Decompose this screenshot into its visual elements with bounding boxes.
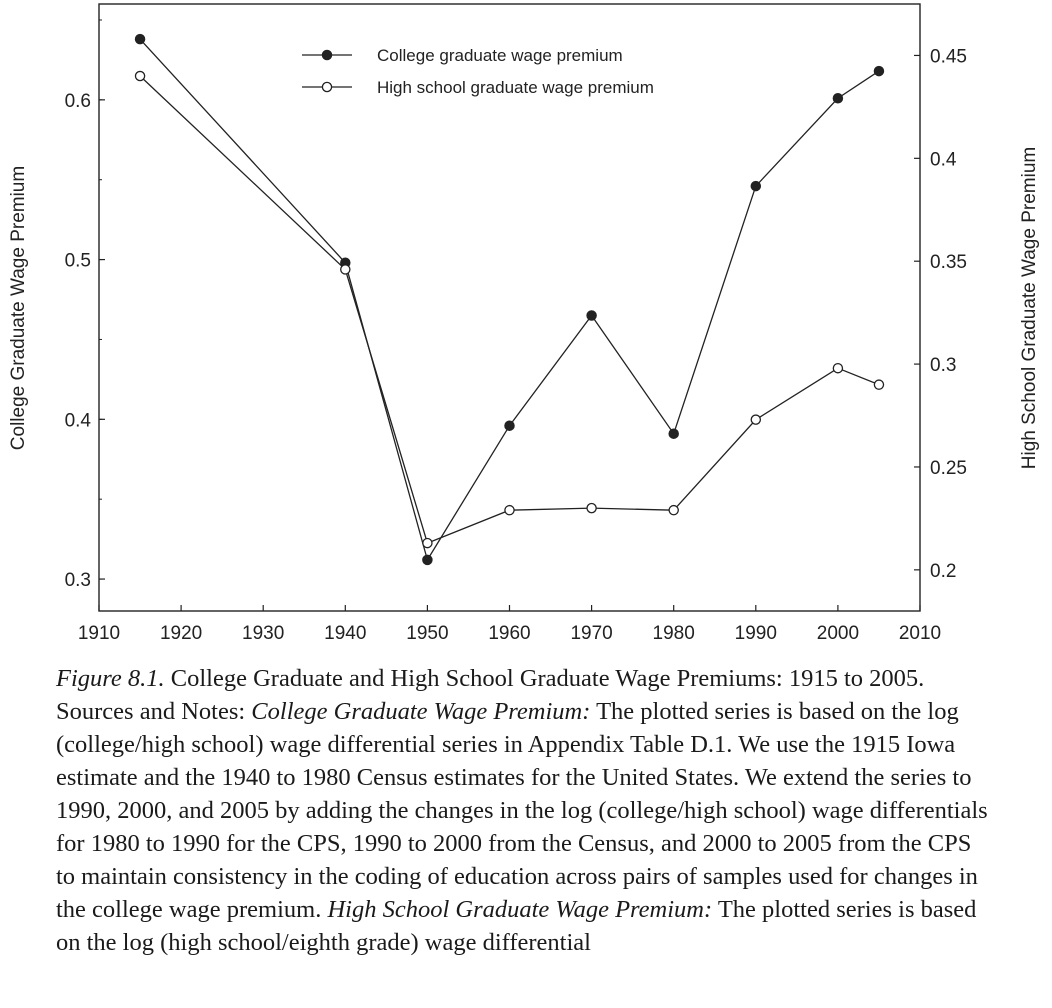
x-tick-label-1950: 1950: [406, 623, 448, 644]
legend-label-2: High school graduate wage premium: [377, 78, 654, 97]
series-1-point-1915: [134, 33, 146, 45]
series-1-point-1960: [504, 420, 515, 431]
y-tick-label-right-0.3: 0.3: [930, 355, 956, 376]
x-tick-label-1980: 1980: [653, 623, 695, 644]
series-1-point-2005: [873, 65, 885, 77]
x-tick-label-1940: 1940: [324, 623, 366, 644]
figure-caption: Figure 8.1. College Graduate and High Sc…: [56, 662, 996, 959]
x-tick-label-2000: 2000: [817, 623, 859, 644]
y-tick-label-left-0.3: 0.3: [65, 570, 91, 591]
series-2-point-1940: [340, 264, 351, 275]
caption-figure-label: Figure 8.1.: [56, 665, 165, 692]
x-tick-label-1970: 1970: [570, 623, 612, 644]
series-2-point-1970: [586, 502, 597, 514]
series-2-point-1960: [504, 504, 515, 516]
x-tick-label-1990: 1990: [735, 623, 777, 644]
legend-label-1: College graduate wage premium: [377, 46, 623, 65]
series-line-2: [139, 75, 880, 544]
wage-premium-chart: 1910 1920 1930 1940 1950 1960 1970 1980 1990 2000…: [8, 3, 1040, 644]
legend-marker-1: [321, 49, 333, 61]
legend-marker-2: [321, 81, 333, 93]
series-line-1: [139, 38, 880, 562]
series-2-point-1990: [750, 414, 762, 425]
x-tick-label-1930: 1930: [242, 623, 284, 644]
x-tick-label-1960: 1960: [488, 623, 530, 644]
x-tick-label-1910: 1910: [78, 623, 120, 644]
series-layer: [134, 33, 885, 566]
series-1-point-2000: [832, 92, 844, 104]
caption-section1-text: The plotted series is based on the log (…: [56, 698, 988, 923]
y-tick-label-right-0.25: 0.25: [930, 458, 967, 479]
caption-section2-text: The plotted series is based on the log (…: [56, 896, 977, 956]
x-tick-label-1920: 1920: [160, 623, 202, 644]
y-tick-label-left-0.6: 0.6: [65, 91, 91, 112]
y-tick-label-right-0.4: 0.4: [930, 149, 957, 170]
series-1-point-1990: [750, 180, 762, 192]
series-2-point-2005: [873, 379, 885, 390]
y-tick-label-right-0.35: 0.35: [930, 252, 967, 273]
y-tick-label-left-0.4: 0.4: [65, 410, 92, 431]
legend: College graduate wage premium High school…: [302, 46, 654, 97]
y-axis-title-left: College Graduate Wage Premium: [8, 166, 29, 450]
y-axis-title-right: High School Graduate Wage Premium: [1019, 147, 1040, 469]
series-1-point-1970: [586, 310, 597, 321]
series-2-point-2000: [832, 362, 844, 374]
x-tick-label-2010: 2010: [899, 623, 941, 644]
y-tick-label-right-0.45: 0.45: [930, 46, 967, 67]
y-tick-label-right-0.2: 0.2: [930, 561, 956, 582]
caption-section2-label: High School Graduate Wage Premium:: [327, 896, 713, 923]
caption-title-text: College Graduate and High School Graduat…: [56, 665, 925, 725]
series-2-point-1950: [422, 537, 433, 549]
series-2-point-1915: [134, 70, 146, 82]
series-2-point-1980: [668, 504, 679, 516]
series-1-point-1950: [422, 554, 433, 566]
series-1-point-1980: [668, 428, 679, 439]
ticks-layer: 1910 1920 1930 1940 1950 1960 1970 1980 1990 2000…: [65, 19, 967, 644]
caption-section1-label: College Graduate Wage Premium:: [251, 698, 591, 725]
y-tick-label-left-0.5: 0.5: [65, 251, 91, 272]
